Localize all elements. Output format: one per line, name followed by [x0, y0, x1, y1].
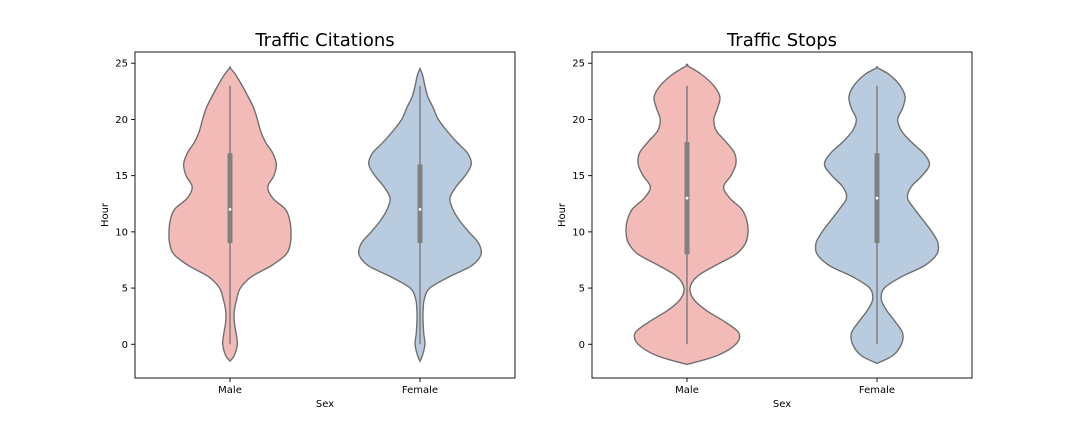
y-tick-label: 10 [572, 227, 585, 238]
y-tick-label: 5 [122, 284, 128, 295]
y-tick-label: 20 [115, 115, 128, 126]
x-tick-label: Male [218, 385, 242, 396]
y-tick-label: 0 [579, 340, 585, 351]
median-male [685, 196, 689, 200]
y-axis-label: Hour [100, 202, 111, 227]
y-axis-label: Hour [557, 202, 568, 227]
chart-traffic-citations: Traffic Citations 0 5 10 15 20 25 Male Female Sex… [100, 30, 516, 410]
plot-frame [134, 51, 516, 379]
y-tick-label: 5 [579, 284, 585, 295]
x-axis-label: Sex [316, 399, 334, 410]
median-female [418, 207, 422, 211]
median-male [228, 207, 232, 211]
chart-title: Traffic Citations [254, 30, 394, 51]
y-tick-label: 0 [122, 340, 128, 351]
iqr-box-male [227, 153, 233, 244]
x-tick-label: Female [859, 385, 895, 396]
median-female [875, 196, 879, 200]
plot-frame [591, 51, 973, 379]
chart-title: Traffic Stops [726, 30, 837, 51]
y-tick-label: 15 [115, 171, 128, 182]
x-axis-label: Sex [773, 399, 791, 410]
chart-traffic-stops: Traffic Stops 0 5 10 15 20 25 Male Female Sex Hour [557, 30, 973, 410]
iqr-box-female [417, 164, 423, 244]
x-tick-label: Male [675, 385, 699, 396]
x-tick-label: Female [402, 385, 438, 396]
y-tick-label: 20 [572, 115, 585, 126]
y-tick-label: 15 [572, 171, 585, 182]
y-tick-label: 10 [115, 227, 128, 238]
y-tick-label: 25 [572, 59, 585, 70]
y-tick-label: 25 [115, 59, 128, 70]
